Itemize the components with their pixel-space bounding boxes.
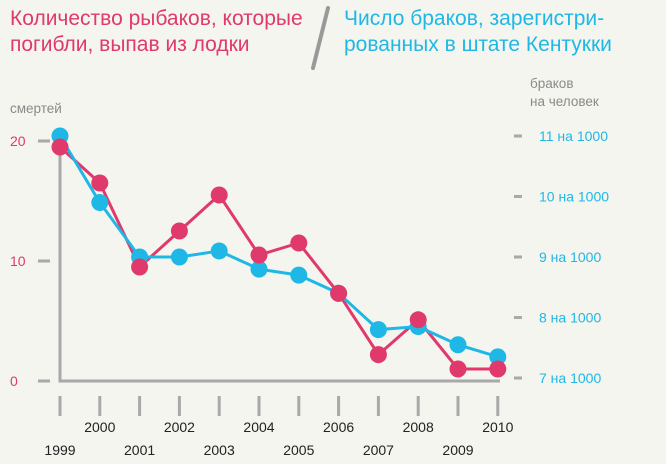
deaths-point [131,258,149,276]
marriages-point [170,248,188,266]
marriages-point [449,336,467,354]
marriages-point [489,348,507,366]
deaths-point [369,346,387,364]
title-right-line-1: Число браков, зарегистри- [344,7,604,30]
y-left-axis-title: смертей [10,101,62,116]
y-right-tick-label: 11 на 1000 [539,128,608,144]
deaths-line [58,145,498,371]
y-left-tick-label: 0 [10,373,18,389]
deaths-point [51,138,69,156]
marriages-point [91,194,109,212]
y-right-tick-label: 9 на 1000 [539,249,601,265]
deaths-point [409,311,427,329]
deaths-point [330,284,348,302]
title-left-line-2: погибли, выпав из лодки [10,33,250,56]
y-right-tick-label: 8 на 1000 [539,310,601,326]
x-tick-label: 2008 [403,419,434,435]
y-right-axis-title-line-1: браков [530,76,574,91]
marriages-point [250,260,268,278]
deaths-point [170,222,188,240]
y-right-tick-label: 7 на 1000 [539,370,601,386]
marriages-point [369,321,387,339]
deaths-point [290,234,308,252]
y-left-tick-label: 10 [10,253,26,269]
x-tick-label: 2010 [482,419,513,435]
title-divider-slash [311,6,330,70]
x-tick-label: 2007 [363,442,394,458]
title-left-line-1: Количество рыбаков, которые [10,7,303,30]
deaths-point [489,360,507,378]
x-tick-label: 2005 [283,442,314,458]
x-tick-label: 2000 [84,419,115,435]
deaths-point [449,360,467,378]
y-right-axis-title-line-2: на человек [530,94,599,109]
marriages-point [210,242,228,260]
marriages-point [290,266,308,284]
y-left-tick-label: 20 [10,133,26,149]
x-tick-label: 2001 [124,442,155,458]
x-tick-label: 2003 [204,442,235,458]
x-tick-label: 1999 [44,442,75,458]
deaths-point [250,246,268,264]
x-tick-label: 2006 [323,419,354,435]
deaths-point [91,174,109,192]
marriages-line [58,135,499,359]
x-tick-label: 2009 [442,442,473,458]
x-tick-label: 2002 [164,419,195,435]
y-right-tick-label: 10 на 1000 [539,189,609,205]
deaths-point [210,186,228,204]
axis-lines [58,140,500,383]
title-right-line-2: рованных в штате Кентукки [344,33,612,56]
x-tick-label: 2004 [243,419,274,435]
